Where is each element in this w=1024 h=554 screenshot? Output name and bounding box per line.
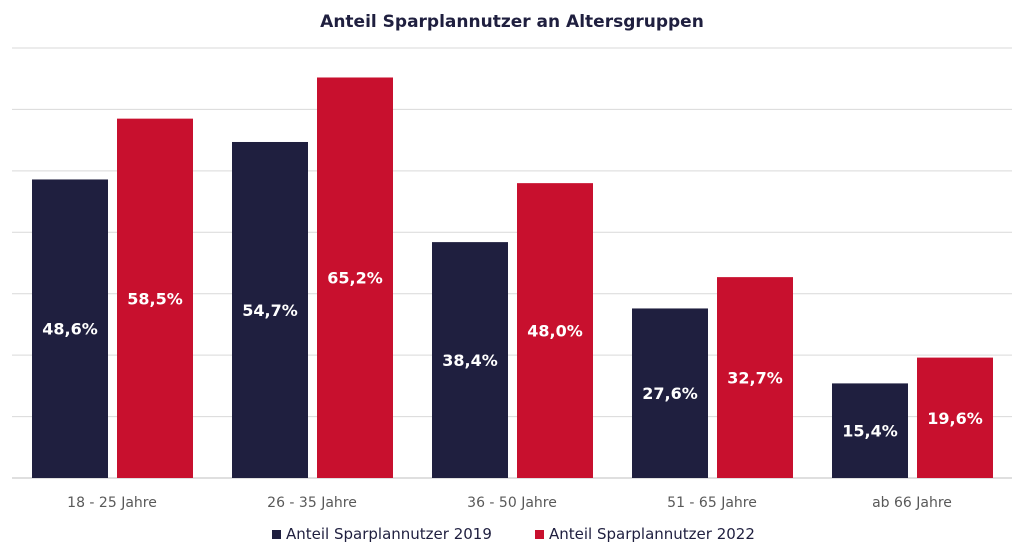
data-label: 38,4% bbox=[442, 351, 498, 370]
bar-2019 bbox=[832, 383, 908, 478]
x-tick-label: 36 - 50 Jahre bbox=[467, 495, 557, 511]
bar-2019 bbox=[232, 141, 308, 478]
bar-2022 bbox=[517, 183, 593, 478]
bars: 48,6% 58,5% 54,7% 65,2% 38,4% 48,0% 27,6% 32,7%… bbox=[32, 77, 993, 479]
data-label: 48,0% bbox=[527, 322, 583, 341]
chart-title: Anteil Sparplannutzer an Altersgruppen bbox=[320, 12, 704, 32]
x-tick-label: 26 - 35 Jahre bbox=[267, 495, 357, 511]
legend-swatch bbox=[535, 530, 544, 539]
bar-2022 bbox=[917, 357, 993, 478]
x-tick-label: 18 - 25 Jahre bbox=[67, 495, 157, 511]
x-tick-label: ab 66 Jahre bbox=[872, 495, 952, 511]
bar-2019 bbox=[432, 242, 508, 478]
data-label: 54,7% bbox=[242, 301, 298, 320]
data-label: 27,6% bbox=[642, 384, 698, 403]
bar-2022 bbox=[117, 118, 193, 479]
bar-2022 bbox=[717, 277, 793, 478]
data-label: 19,6% bbox=[927, 409, 983, 428]
x-tick-label: 51 - 65 Jahre bbox=[667, 495, 757, 511]
data-label: 65,2% bbox=[327, 269, 383, 288]
bar-2022 bbox=[317, 77, 393, 478]
legend-label: Anteil Sparplannutzer 2019 bbox=[286, 525, 492, 543]
x-axis-tick-labels: 18 - 25 Jahre 26 - 35 Jahre 36 - 50 Jahre 5… bbox=[67, 495, 952, 511]
bar-2019 bbox=[632, 308, 708, 478]
legend: Anteil Sparplannutzer 2019 Anteil Sparpla… bbox=[272, 525, 755, 543]
bar-2019 bbox=[32, 179, 108, 478]
legend-label: Anteil Sparplannutzer 2022 bbox=[549, 525, 755, 543]
data-label: 48,6% bbox=[42, 320, 98, 339]
data-label: 58,5% bbox=[127, 289, 183, 308]
data-label: 32,7% bbox=[727, 369, 783, 388]
data-label: 15,4% bbox=[842, 422, 898, 441]
legend-swatch bbox=[272, 530, 281, 539]
